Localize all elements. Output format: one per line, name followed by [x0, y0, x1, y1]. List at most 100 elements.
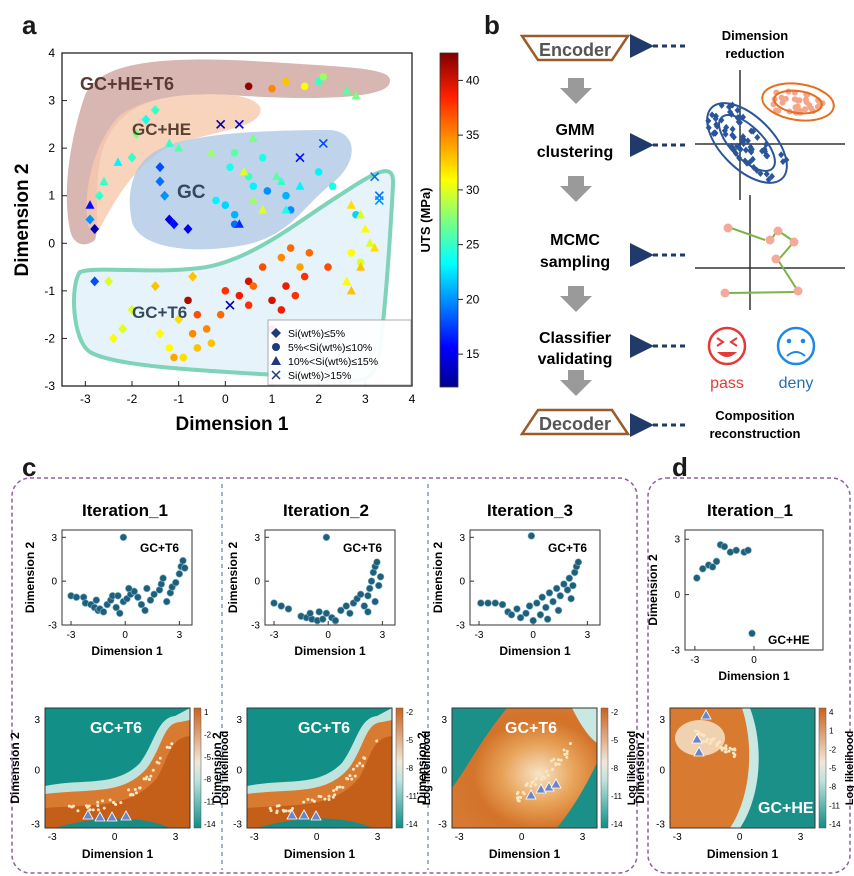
sample-dot	[302, 800, 306, 804]
gmm-orange-point	[802, 106, 809, 113]
y-tick-label: 3	[459, 533, 465, 544]
gmm-orange-point	[775, 107, 782, 114]
title-c3: Iteration_3	[487, 501, 573, 520]
gmm-orange-point	[794, 103, 801, 110]
y-tick-label: -3	[251, 621, 260, 632]
heatmap-label: GC+T6	[90, 720, 142, 737]
gmm-blue-point	[750, 127, 757, 135]
colorbar-tick-label: -14	[829, 820, 841, 829]
data-point-circle	[244, 301, 253, 309]
legend-triangle-icon	[271, 356, 281, 365]
colorbar-tick-label: 150	[466, 347, 480, 361]
sample-triangle	[310, 810, 322, 821]
y-tick-label: 3	[51, 533, 57, 544]
small-scatter-3: -3 0 3 3 0 -3 GC+T6 Dimension 1 Dimension 2	[431, 529, 601, 658]
small-scatter-point	[366, 584, 374, 593]
small-scatter-point	[150, 590, 158, 599]
gmm-blue-point	[765, 176, 772, 184]
heatmap-peak	[675, 720, 725, 756]
colorbar-label: Log likelihood	[219, 731, 231, 806]
sample-triangle	[82, 809, 94, 820]
data-point-circle	[249, 182, 258, 190]
small-scatter-point	[513, 605, 521, 613]
y-tick-label: 1	[48, 189, 55, 203]
heatmap-low	[452, 708, 507, 788]
data-point-circle	[179, 353, 188, 362]
colorbar-tick-label: 4	[829, 708, 834, 717]
encoder-shape	[519, 34, 631, 62]
data-point-triangle	[342, 276, 352, 285]
small-scatter-legend: GC+HE	[768, 633, 810, 647]
sample-dot	[540, 777, 544, 781]
sample-triangle	[286, 809, 298, 820]
x-tick-label: -3	[250, 832, 259, 843]
small-scatter-point	[712, 557, 721, 566]
y-tick-label: 3	[48, 94, 55, 108]
gmm-orange-point	[779, 99, 786, 106]
gmm-blue-point	[768, 172, 775, 180]
x-tick-label: 2	[315, 392, 322, 406]
y-tick-label: -1	[44, 284, 55, 298]
data-point-x	[374, 195, 384, 206]
data-point-circle	[328, 182, 337, 190]
sample-dot	[341, 785, 345, 789]
heatmap-frame	[451, 707, 598, 829]
small-scatter-point	[569, 581, 577, 590]
sample-dot	[704, 740, 708, 744]
data-point-circle	[226, 163, 234, 171]
small-scatter-point	[542, 603, 550, 612]
legend-diamond-icon	[271, 328, 281, 338]
data-point-circle	[324, 263, 332, 271]
y-tick-label: 0	[51, 577, 57, 588]
small-scatter-point	[525, 602, 534, 610]
sample-dot	[111, 800, 115, 804]
data-point-triangle	[206, 147, 216, 157]
panel-a-points	[85, 72, 384, 362]
composition-label-2: reconstruction	[709, 426, 800, 441]
sample-dot	[531, 780, 535, 784]
panel-b-diagram: Encoder GMM clustering MCMC sampling Cla…	[519, 28, 845, 441]
classifier-label-2: validating	[538, 351, 613, 368]
x-tick-label: 0	[530, 630, 536, 641]
data-point-diamond	[85, 214, 95, 225]
x-tick-label: 1	[269, 392, 276, 406]
sample-dot	[708, 741, 712, 745]
sample-dot	[702, 739, 706, 743]
colorbar-tick-label: -5	[611, 736, 619, 745]
legend-item-2: 5%<Si(wt%)≤10%	[288, 342, 372, 354]
small-scatter-point	[364, 592, 372, 600]
sample-triangle	[693, 746, 705, 757]
heatmap-ylabel: Dimension 2	[415, 732, 429, 804]
panel-a-xlabel: Dimension 1	[176, 414, 289, 435]
y-tick-label: 3	[441, 715, 447, 726]
encoder-label: Encoder	[539, 40, 611, 60]
heatmap-frame	[669, 707, 816, 829]
heatmap-xlabel: Dimension 1	[489, 847, 561, 861]
x-tick-label: 3	[173, 832, 179, 843]
data-point-circle	[221, 287, 230, 295]
sample-dot	[151, 768, 155, 772]
sample-dot	[133, 787, 137, 791]
x-tick-label: 0	[112, 832, 118, 843]
small-scatter-frame	[264, 529, 396, 626]
small-scatter-point	[375, 581, 383, 590]
sample-dot	[568, 742, 572, 746]
sample-dot	[700, 733, 704, 737]
small-scatter-point	[114, 592, 122, 600]
gmm-blue-point	[748, 145, 755, 153]
small-scatter-xlabel: Dimension 1	[91, 644, 163, 658]
small-scatter-point	[552, 584, 561, 593]
gmm-blue-point	[710, 130, 717, 138]
sample-dot	[129, 792, 133, 796]
sample-dot	[76, 809, 80, 813]
small-scatter-point	[119, 533, 128, 542]
data-point-diamond	[160, 190, 170, 201]
sample-dot	[557, 758, 561, 762]
x-tick-label: -2	[127, 392, 138, 406]
sample-dot	[127, 788, 131, 792]
colorbar-tick-label: -2	[204, 730, 212, 739]
sample-dot	[361, 764, 365, 768]
data-point-triangle	[248, 133, 258, 143]
small-scatter-point	[360, 602, 369, 610]
y-tick-label: 0	[48, 236, 55, 250]
